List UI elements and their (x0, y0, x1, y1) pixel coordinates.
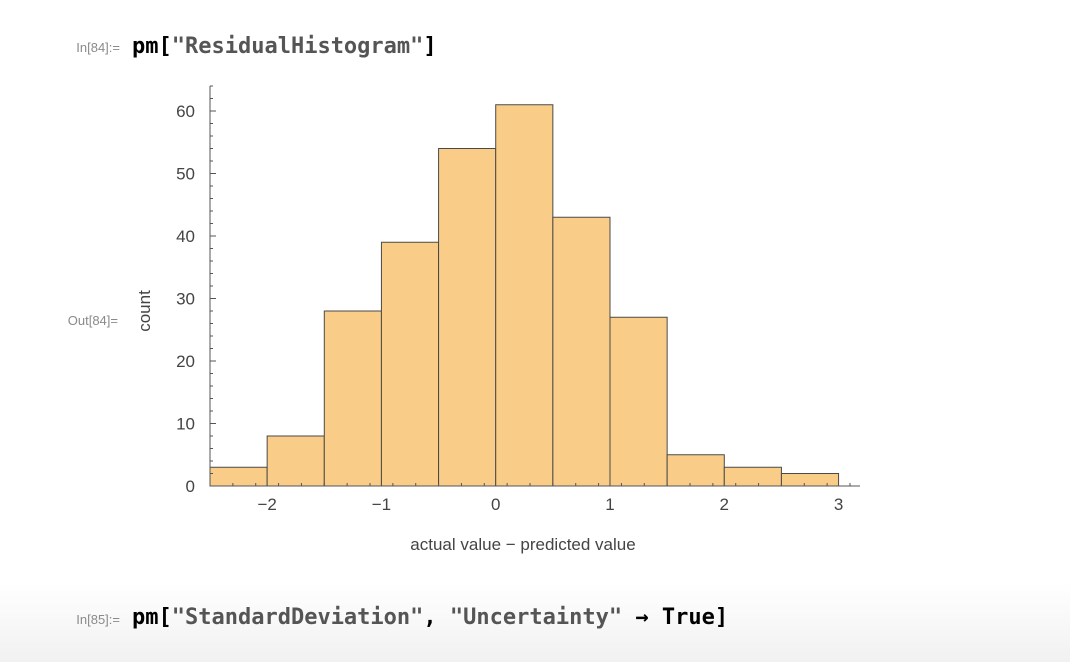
close-bracket: ] (714, 605, 729, 630)
input-label-84: In[84]:= (76, 40, 120, 55)
open-bracket: [ (158, 34, 172, 59)
bars-group (209, 104, 840, 487)
function-name: pm (132, 34, 159, 59)
y-tick-label: 50 (176, 165, 195, 184)
histogram-bar (438, 148, 497, 487)
y-tick-label: 40 (176, 227, 195, 246)
string-argument: "ResidualHistogram" (171, 34, 424, 59)
rule-arrow: → (635, 605, 649, 630)
histogram-bar (209, 466, 268, 487)
histogram-bar (723, 466, 782, 487)
y-tick-label: 10 (176, 415, 195, 434)
x-tick-label: 2 (720, 495, 729, 514)
x-axis-label: actual value − predicted value (410, 535, 635, 554)
histogram-bar (666, 454, 725, 487)
open-bracket: [ (158, 605, 172, 630)
histogram-bar (552, 216, 611, 487)
y-tick-label: 30 (176, 290, 195, 309)
function-name: pm (132, 605, 159, 630)
x-tick-label: 0 (491, 495, 500, 514)
histogram-bar (266, 435, 325, 487)
rule-value: True (661, 605, 715, 630)
x-tick-label: 3 (834, 495, 843, 514)
input-cell-84[interactable]: pm["ResidualHistogram"] (132, 34, 437, 59)
x-tick-label: −2 (257, 495, 276, 514)
y-tick-label: 60 (176, 102, 195, 121)
input-cell-85[interactable]: pm["StandardDeviation", "Uncertainty" → … (132, 605, 728, 630)
x-tick-label: 1 (605, 495, 614, 514)
histogram-bar (380, 241, 440, 487)
output-cell-84[interactable]: −2 −1 0 1 2 3 0 10 20 30 40 50 60 actual value − pre… (120, 78, 880, 568)
output-label-84: Out[84]= (67, 313, 118, 328)
histogram-bar (495, 104, 554, 487)
histogram-bar (323, 310, 382, 487)
close-bracket: ] (423, 34, 437, 59)
y-tick-label: 0 (186, 477, 195, 496)
histogram-bar (609, 316, 668, 487)
histogram-bar (780, 473, 840, 487)
comma: , (423, 605, 437, 630)
y-tick-label: 20 (176, 352, 195, 371)
input-label-85: In[85]:= (76, 612, 120, 627)
x-tick-label: −1 (372, 495, 391, 514)
string-argument-2: "Uncertainty" (449, 605, 623, 630)
notebook-bottom-background (0, 582, 1070, 662)
string-argument-1: "StandardDeviation" (171, 605, 424, 630)
y-axis-label: count (135, 290, 154, 332)
